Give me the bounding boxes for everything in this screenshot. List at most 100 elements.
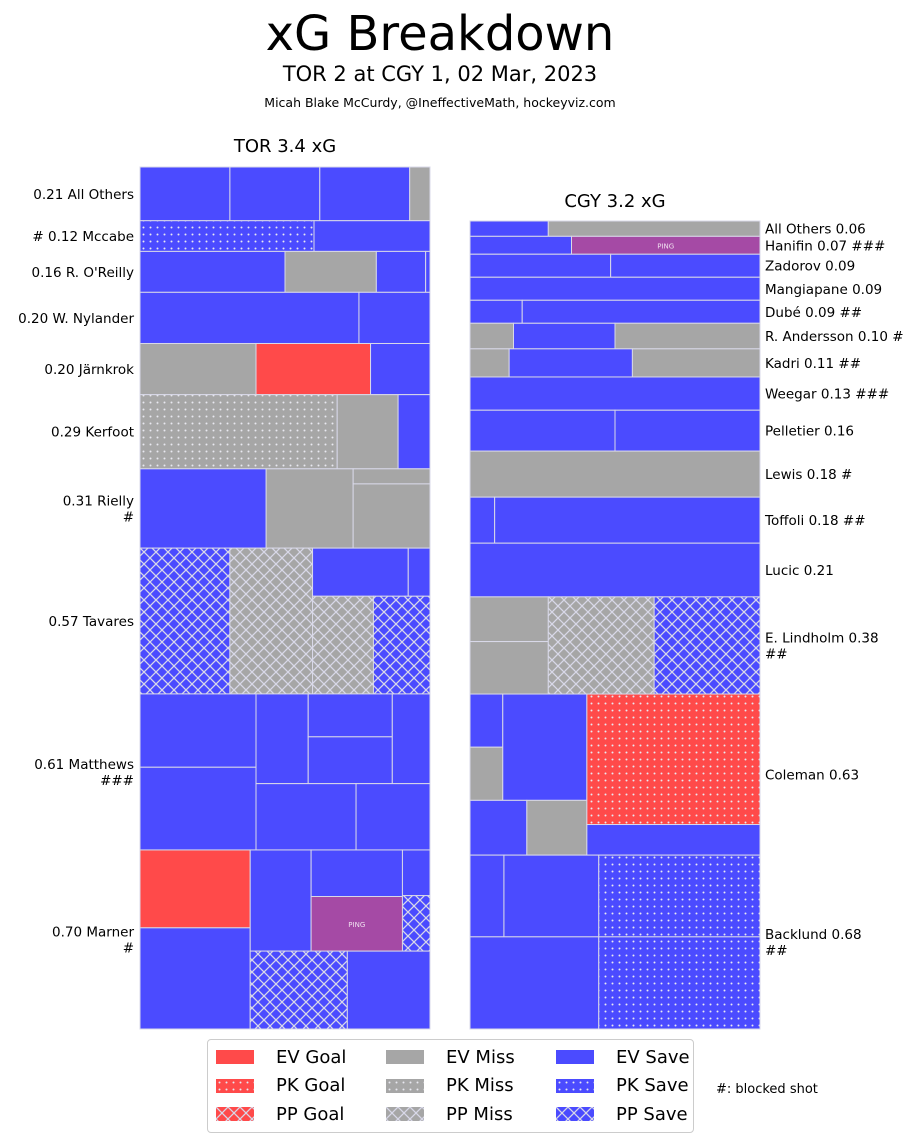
player-label: 0.29 Kerfoot (51, 425, 134, 441)
player-label: Lucic 0.21 (765, 563, 834, 579)
shot-cell-ev-save (358, 291, 431, 344)
shot-cell-ev-save (255, 693, 309, 785)
shot-cell-ev-save (469, 542, 761, 598)
shot-cell-pk-save (425, 250, 431, 293)
player-label: Weegar 0.13 ### (765, 387, 889, 403)
legend-item: PP Save (556, 1101, 688, 1127)
shot-cell-ev-miss (469, 322, 514, 350)
shot-cell-ev-save (355, 783, 431, 851)
legend-swatch (556, 1107, 594, 1121)
player-label: 0.31 Rielly (63, 493, 134, 509)
legend-swatch (216, 1107, 254, 1121)
player-row: Backlund 0.68## (469, 854, 862, 1030)
player-label: 0.57 Tavares (49, 614, 135, 630)
shot-cell-ev-save (310, 849, 403, 898)
legend-swatch (386, 1050, 424, 1064)
shot-cell-ev-save (319, 166, 411, 222)
player-label: 0.16 R. O'Reilly (32, 265, 135, 281)
shot-cell-pp-save (401, 895, 431, 952)
shot-cell-pp-save (372, 595, 431, 695)
legend-item: EV Save (556, 1044, 690, 1070)
shot-cell-ev-save (586, 824, 761, 856)
shot-cell-ev-save (312, 547, 409, 597)
cgy-treemap: All Others 0.06 PING Hanifin 0.07 ### Zador… (469, 220, 904, 1030)
player-label: All Others 0.06 (765, 222, 866, 238)
shot-cell-ev-miss (614, 322, 761, 350)
legend-label: EV Miss (446, 1046, 515, 1068)
chart-subtitle: TOR 2 at CGY 1, 02 Mar, 2023 (282, 62, 598, 86)
shot-cell-ev-miss (469, 348, 510, 378)
shot-cell-ev-miss (469, 596, 549, 643)
shot-cell-pk-save (598, 936, 761, 1030)
shot-cell-ev-miss (139, 342, 257, 396)
player-label: Zadorov 0.09 (765, 259, 855, 275)
player-row: All Others 0.06 (469, 220, 866, 238)
shot-cell-ev-save (503, 854, 600, 938)
shot-cell-ev-save (391, 693, 431, 785)
player-row: # 0.12 Mccabe (32, 220, 431, 252)
player-row: Weegar 0.13 ### (469, 376, 889, 411)
shot-cell-ev-save (255, 783, 357, 851)
shot-cell-ev-save (370, 342, 431, 396)
shot-cell-ev-save (614, 409, 761, 452)
player-row: PING 0.70 Marner# (52, 849, 431, 1030)
player-label: # (123, 509, 134, 525)
shot-cell-ev-save (469, 376, 761, 411)
ping-label: PING (657, 242, 674, 250)
player-label: R. Andersson 0.10 # (765, 329, 904, 345)
player-row: Coleman 0.63 (469, 693, 859, 856)
shot-cell-ev-goal (139, 849, 251, 929)
player-label: Hanifin 0.07 ### (765, 238, 885, 254)
player-label: 0.61 Matthews (34, 757, 134, 773)
legend-item: PK Goal (216, 1073, 345, 1099)
legend-item: PK Save (556, 1073, 689, 1099)
legend-item: PP Goal (216, 1101, 344, 1127)
shot-cell-ev-save (469, 693, 504, 748)
legend-label: PP Miss (446, 1103, 513, 1125)
player-row: Lucic 0.21 (469, 542, 834, 598)
player-row: Pelletier 0.16 (469, 409, 854, 452)
tor-treemap: 0.21 All Others # 0.12 Mccabe 0.16 R. O'Re… (18, 166, 431, 1030)
shot-cell-pp-miss (229, 547, 314, 695)
player-label: ## (765, 943, 788, 959)
shot-cell-ev-save (469, 276, 761, 301)
shot-cell-ev-save (397, 394, 431, 470)
legend-label: PP Goal (276, 1103, 345, 1125)
shot-cell-ev-save (469, 235, 572, 255)
player-label: Backlund 0.68 (765, 927, 862, 943)
player-row: Lewis 0.18 # (469, 450, 852, 498)
player-row: 0.29 Kerfoot (51, 394, 431, 470)
player-label: # 0.12 Mccabe (32, 229, 134, 245)
legend-swatch (556, 1050, 594, 1064)
player-row: 0.57 Tavares (49, 547, 431, 695)
legend-swatch (386, 1107, 424, 1121)
shot-cell-ev-save (139, 766, 257, 851)
shot-cell-ev-miss (265, 468, 354, 549)
player-label: Kadri 0.11 ## (765, 356, 861, 372)
shot-cell-ev-save (139, 166, 231, 222)
legend-label: PK Miss (446, 1075, 514, 1096)
shot-cell-ev-ping (310, 896, 403, 952)
shot-cell-ev-save (513, 322, 616, 350)
shot-cell-ev-save (469, 799, 528, 856)
player-row: R. Andersson 0.10 # (469, 322, 904, 350)
player-row: 0.20 W. Nylander (18, 291, 431, 344)
shot-cell-pp-miss (312, 595, 374, 695)
chart-credit: Micah Blake McCurdy, @IneffectiveMath, h… (264, 95, 616, 110)
player-label: 0.20 W. Nylander (18, 311, 134, 327)
shot-cell-pp-save (139, 547, 231, 695)
tor-panel-title: TOR 3.4 xG (233, 136, 337, 157)
shot-cell-ev-miss (469, 641, 549, 695)
player-row: PING Hanifin 0.07 ### (469, 235, 885, 255)
shot-cell-ev-miss (352, 468, 431, 485)
shot-cell-ev-miss (526, 799, 588, 856)
shot-cell-ev-save (521, 299, 761, 324)
ping-label: PING (348, 921, 365, 929)
legend-label: PK Save (616, 1075, 689, 1096)
legend-item: EV Goal (216, 1044, 346, 1070)
shot-cell-ev-save (346, 950, 431, 1030)
player-row: Dubé 0.09 ## (469, 299, 862, 324)
player-label: Pelletier 0.16 (765, 424, 854, 440)
legend-label: PK Goal (276, 1075, 346, 1096)
